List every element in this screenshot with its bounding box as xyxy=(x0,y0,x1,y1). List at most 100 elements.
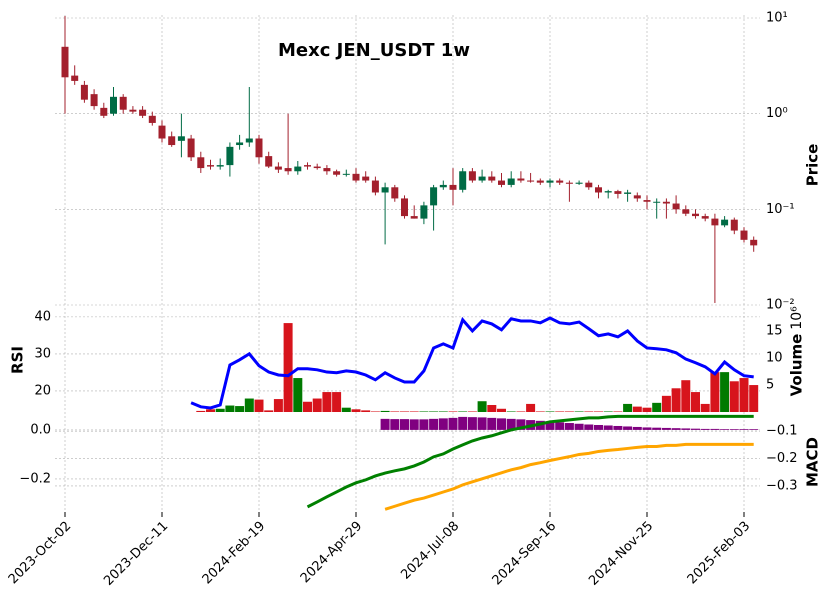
volume-bar xyxy=(206,409,215,412)
candle-body xyxy=(662,201,670,204)
candle-body xyxy=(371,180,379,193)
x-tick-label: 2024-Feb-19 xyxy=(200,519,269,588)
candle-body xyxy=(449,184,457,190)
volume-bar xyxy=(710,372,720,412)
y-tick-label: 15 xyxy=(766,324,783,339)
rsi-label: RSI xyxy=(9,346,27,374)
volume-bar xyxy=(215,408,225,412)
macd-hist-bar xyxy=(652,427,662,430)
macd-hist-bar xyxy=(438,418,448,430)
candle-body xyxy=(362,176,370,181)
macd-hist-bar xyxy=(574,423,584,430)
volume-bar xyxy=(545,411,555,412)
candle-body xyxy=(595,187,602,193)
volume-bar xyxy=(429,411,439,412)
y-tick-label: 10 xyxy=(766,351,783,366)
candle-body xyxy=(177,136,185,141)
candle-body xyxy=(313,166,321,169)
macd-hist-bar xyxy=(516,419,526,430)
y-tick-label: 5 xyxy=(766,378,774,393)
candle-body xyxy=(90,94,98,107)
candle-body xyxy=(119,96,127,110)
candle-body xyxy=(536,180,544,183)
candle-body xyxy=(80,84,88,100)
x-tick-label: 2024-Nov-25 xyxy=(586,519,656,589)
candle-body xyxy=(653,201,661,203)
volume-bar xyxy=(613,411,623,412)
y-tick-label: 10⁻² xyxy=(766,298,795,313)
candle-body xyxy=(187,138,195,158)
chart-title: Mexc JEN_USDT 1w xyxy=(278,40,470,61)
volume-bar xyxy=(438,411,448,412)
volume-bar xyxy=(594,411,603,412)
volume-bar xyxy=(390,411,400,412)
macd-hist-bar xyxy=(409,419,419,430)
candle-body xyxy=(100,107,108,116)
macd-hist-bar xyxy=(487,417,497,430)
volume-bar xyxy=(584,411,594,412)
macd-hist-bar xyxy=(448,417,458,430)
volume-bar xyxy=(555,411,565,412)
candle-body xyxy=(323,168,331,172)
volume-bar xyxy=(623,403,633,412)
volume-bar xyxy=(603,411,613,412)
candle-body xyxy=(410,216,418,219)
candle-body xyxy=(71,75,79,81)
candle-body xyxy=(633,195,641,199)
candle-body xyxy=(604,191,612,193)
macd-hist-bar xyxy=(671,428,681,430)
macd-hist-bar xyxy=(477,417,487,430)
macd-hist-bar xyxy=(497,418,506,430)
volume-bar xyxy=(264,410,274,412)
candle-body xyxy=(701,216,709,219)
macd-hist-bar xyxy=(545,421,555,430)
candle-body xyxy=(148,115,156,123)
candle-body xyxy=(507,178,515,185)
candle-body xyxy=(255,138,263,158)
macd-hist-bar xyxy=(564,423,574,430)
volume-bar xyxy=(749,385,759,412)
volume-bar xyxy=(506,411,516,412)
volume-bar xyxy=(273,399,283,412)
candle-body xyxy=(439,184,447,188)
volume-bar xyxy=(370,411,380,412)
macd-hist-bar xyxy=(681,428,691,430)
candle-body xyxy=(740,230,748,240)
volume-bar xyxy=(235,406,245,412)
macd-hist-bar xyxy=(584,424,594,430)
candle-body xyxy=(750,239,758,246)
macd-hist-bar xyxy=(400,419,409,430)
volume-bar xyxy=(322,392,332,412)
x-tick-label: 2024-Sep-16 xyxy=(490,519,560,589)
y-tick-label: 10⁻¹ xyxy=(766,202,795,217)
volume-bar xyxy=(691,392,700,412)
volume-bar xyxy=(467,411,477,412)
macd-hist-bar xyxy=(623,426,633,430)
volume-bar xyxy=(361,410,371,412)
volume-bar xyxy=(448,411,458,412)
candle-body xyxy=(158,125,166,139)
macd-hist-bar xyxy=(594,424,603,430)
candle-body xyxy=(643,200,651,202)
candle-body xyxy=(381,187,389,193)
x-tick-label: 2024-Jul-08 xyxy=(398,519,462,583)
macd-hist-bar xyxy=(729,429,739,430)
macd-hist-bar xyxy=(613,425,623,430)
volume-bar xyxy=(293,378,303,412)
candle-body xyxy=(430,187,438,206)
candle-body xyxy=(565,182,573,184)
candle-body xyxy=(284,168,292,172)
volume-bar xyxy=(341,407,351,412)
volume-bar xyxy=(632,406,642,412)
volume-bar xyxy=(700,403,710,412)
macd-hist-bar xyxy=(749,429,759,430)
signal-line xyxy=(384,442,754,511)
candle-body xyxy=(682,209,690,214)
y-tick-label: 10¹ xyxy=(766,11,788,26)
candle-body xyxy=(61,46,69,78)
candle-body xyxy=(352,173,360,181)
candle-body xyxy=(614,191,622,194)
volume-bar xyxy=(729,381,739,412)
candle-body xyxy=(459,171,467,190)
